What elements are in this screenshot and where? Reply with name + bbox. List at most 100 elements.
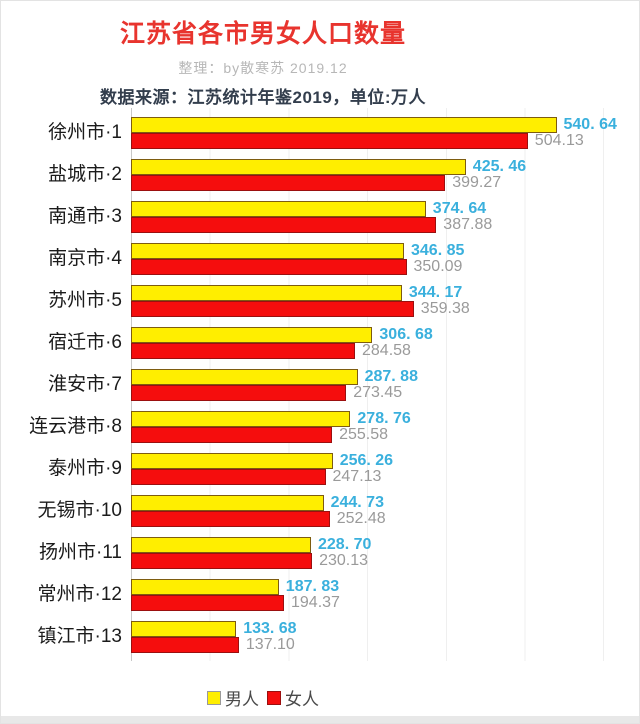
female-bar-line: 284.58 xyxy=(131,343,639,359)
male-bar[interactable] xyxy=(131,159,466,175)
city-bars: 287. 88 273.45 xyxy=(131,368,639,401)
female-bar[interactable] xyxy=(131,175,446,191)
male-bar-line: 540. 64 xyxy=(131,116,639,133)
male-bar-line: 346. 85 xyxy=(131,242,639,259)
female-bar[interactable] xyxy=(131,427,333,443)
male-bar[interactable] xyxy=(131,579,279,595)
male-bar-line: 278. 76 xyxy=(131,410,639,427)
male-bar-line: 256. 26 xyxy=(131,452,639,469)
female-value-label: 359.38 xyxy=(420,300,470,317)
city-bars: 540. 64 504.13 xyxy=(131,116,639,149)
city-bars: 133. 68 137.10 xyxy=(131,620,639,653)
female-bar[interactable] xyxy=(131,595,284,611)
male-bar-line: 425. 46 xyxy=(131,158,639,175)
city-bars: 306. 68 284.58 xyxy=(131,327,639,359)
female-bar[interactable] xyxy=(131,343,355,359)
city-label: 无锡市·10 xyxy=(37,500,122,521)
female-bar[interactable] xyxy=(131,133,528,149)
male-bar-line: 228. 70 xyxy=(131,536,639,553)
male-swatch-icon xyxy=(207,690,221,705)
legend-male-label: 男人 xyxy=(225,690,259,709)
chart-row: 淮安市·7 287. 88 273.45 xyxy=(1,368,639,401)
male-bar[interactable] xyxy=(131,495,324,511)
city-bars: 278. 76 255.58 xyxy=(131,410,639,443)
female-value-label: 273.45 xyxy=(353,384,403,401)
female-bar-line: 252.48 xyxy=(131,510,639,527)
city-bars: 425. 46 399.27 xyxy=(131,158,639,191)
chart-row: 常州市·12 187. 83 194.37 xyxy=(1,578,639,611)
female-value-label: 252.48 xyxy=(336,510,386,527)
chart-row: 镇江市·13 133. 68 137.10 xyxy=(1,620,639,653)
male-bar[interactable] xyxy=(131,243,404,259)
male-bar[interactable] xyxy=(131,537,311,553)
city-bars: 187. 83 194.37 xyxy=(131,578,639,611)
male-bar-line: 374. 64 xyxy=(131,200,639,217)
male-bar[interactable] xyxy=(131,201,426,217)
male-value-label: 287. 88 xyxy=(364,368,418,385)
city-label: 常州市·12 xyxy=(37,584,122,605)
chart-row: 连云港市·8 278. 76 255.58 xyxy=(1,410,639,443)
female-bar-line: 504.13 xyxy=(131,132,639,149)
chart-row: 泰州市·9 256. 26 247.13 xyxy=(1,452,639,485)
legend-item-male[interactable]: 男人 xyxy=(207,685,259,710)
male-value-label: 133. 68 xyxy=(243,620,297,637)
credit-line: 整理：by散寒苏 2019.12 xyxy=(178,60,348,76)
city-bars: 244. 73 252.48 xyxy=(131,495,639,527)
female-bar[interactable] xyxy=(131,259,407,275)
male-value-label: 187. 83 xyxy=(285,578,340,595)
chart-row: 宿迁市·6 306. 68 284.58 xyxy=(1,327,639,359)
female-bar[interactable] xyxy=(131,637,239,653)
bar-chart: 徐州市·1 540. 64 504.13 盐城市·2 425. 46 399.27 南通市·… xyxy=(1,108,639,663)
city-label: 镇江市·13 xyxy=(37,626,122,647)
female-bar[interactable] xyxy=(131,385,347,401)
female-value-label: 504.13 xyxy=(534,132,584,149)
female-bar-line: 350.09 xyxy=(131,258,639,275)
chart-header: 江苏省各市男女人口数量 整理：by散寒苏 2019.12 数据来源：江苏统计年鉴… xyxy=(1,1,525,108)
male-bar[interactable] xyxy=(131,327,373,343)
city-bars: 344. 17 359.38 xyxy=(131,284,639,317)
male-bar[interactable] xyxy=(131,285,402,301)
chart-legend: 男人 女人 xyxy=(1,685,525,710)
male-bar[interactable] xyxy=(131,369,358,385)
male-value-label: 344. 17 xyxy=(408,284,463,301)
female-bar[interactable] xyxy=(131,469,326,485)
female-swatch-icon xyxy=(267,690,281,705)
chart-row: 苏州市·5 344. 17 359.38 xyxy=(1,284,639,317)
male-bar[interactable] xyxy=(131,117,557,133)
male-bar[interactable] xyxy=(131,621,237,637)
female-bar-line: 230.13 xyxy=(131,553,639,569)
male-bar[interactable] xyxy=(131,453,333,469)
page-title: 江苏省各市男女人口数量 xyxy=(119,20,406,48)
female-value-label: 137.10 xyxy=(245,636,295,653)
city-bars: 374. 64 387.88 xyxy=(131,200,639,233)
female-bar[interactable] xyxy=(131,217,437,233)
female-bar-line: 247.13 xyxy=(131,468,639,485)
male-value-label: 540. 64 xyxy=(563,116,617,133)
female-bar[interactable] xyxy=(131,301,414,317)
female-value-label: 194.37 xyxy=(291,594,340,611)
city-label: 宿迁市·6 xyxy=(48,332,122,353)
city-label: 苏州市·5 xyxy=(48,290,122,311)
male-value-label: 228. 70 xyxy=(318,536,372,553)
male-value-label: 374. 64 xyxy=(432,200,487,217)
male-bar[interactable] xyxy=(131,411,351,427)
city-label: 泰州市·9 xyxy=(48,458,122,479)
female-value-label: 247.13 xyxy=(332,468,382,485)
female-bar[interactable] xyxy=(131,511,330,527)
female-bar-line: 399.27 xyxy=(131,175,639,191)
female-bar-line: 255.58 xyxy=(131,427,639,443)
city-label: 南通市·3 xyxy=(48,206,122,227)
chart-row: 无锡市·10 244. 73 252.48 xyxy=(1,495,639,527)
female-bar[interactable] xyxy=(131,553,313,569)
city-label: 连云港市·8 xyxy=(29,416,122,437)
male-value-label: 346. 85 xyxy=(411,242,465,259)
chart-row: 徐州市·1 540. 64 504.13 xyxy=(1,116,639,149)
female-value-label: 350.09 xyxy=(413,258,463,275)
male-value-label: 256. 26 xyxy=(339,452,394,469)
male-value-label: 425. 46 xyxy=(472,158,527,175)
city-bars: 256. 26 247.13 xyxy=(131,452,639,485)
legend-item-female[interactable]: 女人 xyxy=(267,685,319,710)
female-bar-line: 359.38 xyxy=(131,300,639,317)
male-bar-line: 133. 68 xyxy=(131,620,639,637)
male-value-label: 278. 76 xyxy=(357,410,411,427)
